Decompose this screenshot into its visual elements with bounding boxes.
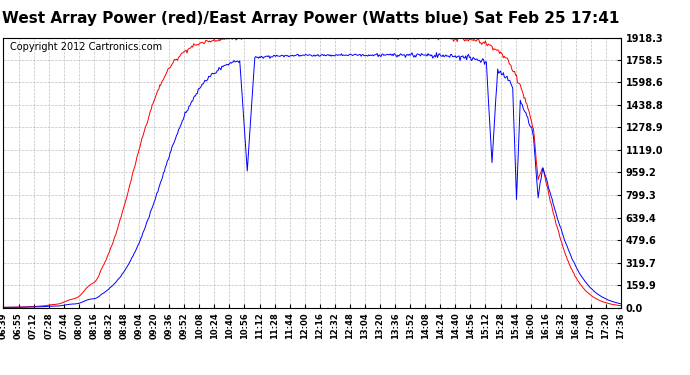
Text: Copyright 2012 Cartronics.com: Copyright 2012 Cartronics.com bbox=[10, 42, 161, 51]
Text: West Array Power (red)/East Array Power (Watts blue) Sat Feb 25 17:41: West Array Power (red)/East Array Power … bbox=[2, 11, 619, 26]
